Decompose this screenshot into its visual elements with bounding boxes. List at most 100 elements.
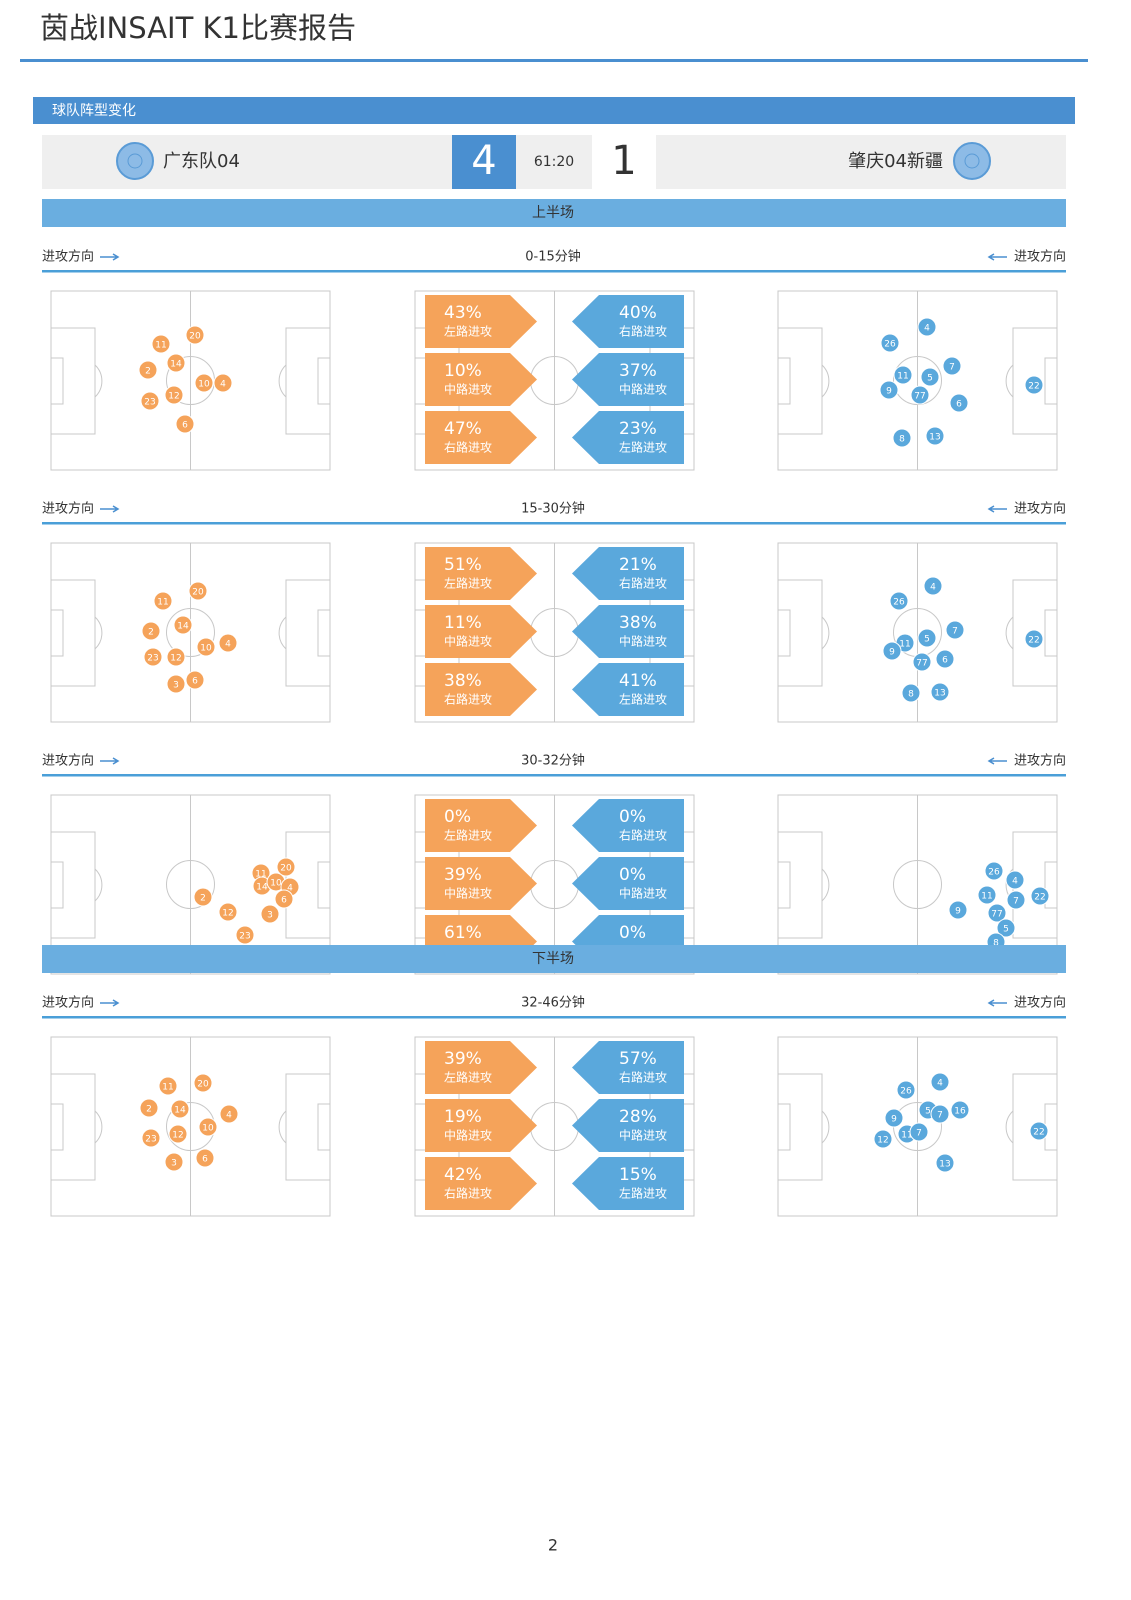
player-marker xyxy=(945,620,965,640)
player-number: 9 xyxy=(955,907,961,917)
direction-label: 进攻方向 xyxy=(1014,995,1066,1011)
player-number: 9 xyxy=(889,648,895,658)
penalty-arc xyxy=(821,364,830,398)
player-number: 2 xyxy=(148,628,154,638)
player-marker xyxy=(139,1098,159,1118)
player-marker xyxy=(166,647,186,667)
player-number: 11 xyxy=(901,1131,912,1141)
player-marker xyxy=(950,1100,970,1120)
penalty-box xyxy=(50,831,96,939)
player-number: 3 xyxy=(173,681,179,691)
attack-pct: 39% xyxy=(444,1049,482,1069)
player-number: 23 xyxy=(147,654,158,664)
home-pitch xyxy=(50,1036,331,1217)
penalty-arc xyxy=(278,1110,287,1144)
penalty-box xyxy=(50,579,96,687)
player-number: 16 xyxy=(954,1107,966,1117)
attack-pct: 42% xyxy=(444,1165,482,1185)
penalty-arc xyxy=(94,616,103,650)
home-attack-arrow xyxy=(425,353,537,406)
player-number: 4 xyxy=(287,884,293,894)
player-marker xyxy=(893,365,913,385)
away-attack-arrow xyxy=(572,663,684,716)
player-marker xyxy=(987,903,1007,923)
player-marker xyxy=(901,683,921,703)
player-number: 2 xyxy=(200,894,206,904)
player-marker xyxy=(141,1128,161,1148)
away-score-box xyxy=(592,135,656,189)
attack-label: 中路进攻 xyxy=(444,1128,492,1143)
away-attack-arrow xyxy=(572,353,684,406)
player-number: 5 xyxy=(1003,925,1009,935)
attack-pct: 28% xyxy=(619,1107,657,1127)
player-marker xyxy=(917,628,937,648)
attack-pct: 0% xyxy=(619,923,646,943)
goal-box xyxy=(777,357,791,405)
away-team: 肇庆04新疆 xyxy=(848,151,943,172)
player-marker xyxy=(170,1099,190,1119)
penalty-box xyxy=(777,1073,823,1181)
attack-label: 右路进攻 xyxy=(444,1186,492,1201)
player-number: 12 xyxy=(170,654,181,664)
player-number: 6 xyxy=(182,421,188,431)
match-time: 61:20 xyxy=(534,154,574,170)
center-circle xyxy=(893,356,942,405)
player-marker xyxy=(917,317,937,337)
half-bar xyxy=(42,199,1066,227)
penalty-box xyxy=(777,831,823,939)
period-rule xyxy=(42,1016,1066,1019)
attack-label: 中路进攻 xyxy=(619,886,667,901)
direction-arrow xyxy=(987,757,1007,765)
player-marker xyxy=(1030,886,1050,906)
player-number: 11 xyxy=(981,892,992,902)
player-number: 7 xyxy=(949,363,955,373)
player-number: 11 xyxy=(899,640,910,650)
player-number: 8 xyxy=(908,690,914,700)
attack-pct: 0% xyxy=(619,865,646,885)
player-number: 20 xyxy=(280,864,292,874)
goal-box xyxy=(777,861,791,909)
player-marker xyxy=(1029,1121,1049,1141)
player-marker xyxy=(925,426,945,446)
attack-label: 右路进攻 xyxy=(619,1070,667,1085)
direction-arrow xyxy=(987,505,1007,513)
page-number: 2 xyxy=(548,1536,558,1555)
section-title: 球队阵型变化 xyxy=(52,103,136,119)
penalty-arc xyxy=(94,868,103,902)
player-number: 12 xyxy=(877,1136,888,1146)
player-marker xyxy=(949,393,969,413)
player-number: 4 xyxy=(225,640,231,650)
goal-box xyxy=(50,861,64,909)
attack-pct: 47% xyxy=(444,419,482,439)
player-number: 14 xyxy=(177,622,189,632)
period-label: 0-15分钟 xyxy=(525,249,581,265)
player-marker xyxy=(1005,870,1025,890)
player-number: 26 xyxy=(884,340,896,350)
player-number: 22 xyxy=(1033,1128,1044,1138)
attack-label: 右路进攻 xyxy=(444,440,492,455)
goal-box xyxy=(777,1103,791,1151)
half-label: 上半场 xyxy=(532,205,574,221)
home-attack-arrow xyxy=(425,1157,537,1210)
player-marker xyxy=(948,900,968,920)
direction-label: 进攻方向 xyxy=(42,995,94,1011)
player-marker xyxy=(219,1104,239,1124)
player-marker xyxy=(1024,375,1044,395)
player-number: 26 xyxy=(900,1087,912,1097)
period-rule xyxy=(42,270,1066,273)
player-marker xyxy=(923,576,943,596)
player-marker xyxy=(235,925,255,945)
player-number: 5 xyxy=(925,1107,931,1117)
section-bar xyxy=(33,97,1075,124)
score-row xyxy=(42,135,1066,189)
player-number: 6 xyxy=(202,1155,208,1165)
player-marker xyxy=(173,615,193,635)
player-number: 20 xyxy=(192,588,204,598)
home-logo xyxy=(116,142,154,180)
player-marker xyxy=(882,641,902,661)
player-number: 13 xyxy=(934,689,945,699)
player-marker xyxy=(166,353,186,373)
player-marker xyxy=(158,1076,178,1096)
attack-label: 中路进攻 xyxy=(444,886,492,901)
player-number: 5 xyxy=(927,374,933,384)
